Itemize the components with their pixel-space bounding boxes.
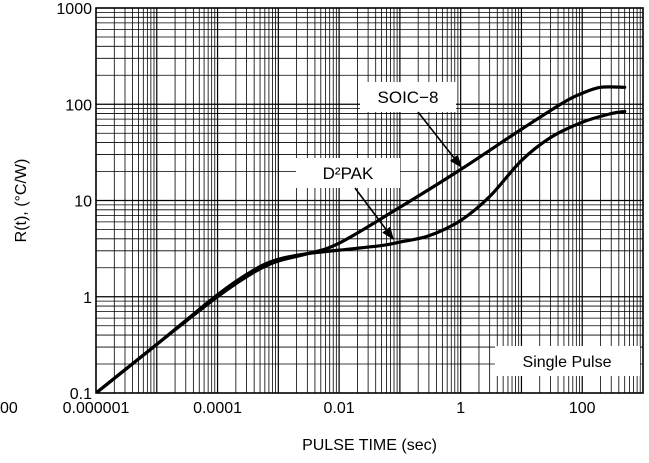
x-tick-label: 0.000001	[63, 400, 130, 417]
series-lines	[96, 85, 627, 393]
x-axis-title: PULSE TIME (sec)	[302, 437, 437, 454]
single-pulse-box	[495, 346, 640, 376]
x-tick-label: 0.01	[324, 400, 355, 417]
soic8-label-box	[360, 82, 456, 112]
series-line-soic8	[96, 85, 627, 393]
y-tick-labels: 0.1 1 10 100 1000	[56, 1, 92, 403]
d2pak-label-box	[296, 158, 400, 188]
partial-left-label: 00	[0, 400, 18, 417]
soic8-label: SOIC−8	[378, 88, 439, 107]
d2pak-label: D²PAK	[323, 164, 374, 183]
y-tick-label: 100	[65, 97, 92, 114]
d2pak-arrowhead	[382, 226, 394, 240]
y-tick-label: 10	[74, 194, 92, 211]
y-axis-title: R(t), (°C/W)	[13, 159, 30, 243]
series-line-d2pak	[96, 109, 627, 393]
x-tick-label: 1	[456, 400, 465, 417]
x-tick-label: 0.0001	[193, 400, 242, 417]
grid-lines	[96, 8, 643, 393]
plot-frame	[95, 7, 644, 394]
y-tick-label: 0.1	[70, 386, 92, 403]
soic8-arrow	[417, 111, 455, 159]
single-pulse-label: Single Pulse	[523, 354, 612, 371]
d2pak-arrow	[354, 187, 387, 231]
y-tick-label: 1	[83, 290, 92, 307]
x-tick-labels: 0.000001 0.0001 0.01 1 100	[63, 400, 596, 417]
x-tick-label: 100	[569, 400, 596, 417]
soic8-arrowhead	[450, 154, 462, 168]
y-tick-label: 1000	[56, 1, 92, 18]
